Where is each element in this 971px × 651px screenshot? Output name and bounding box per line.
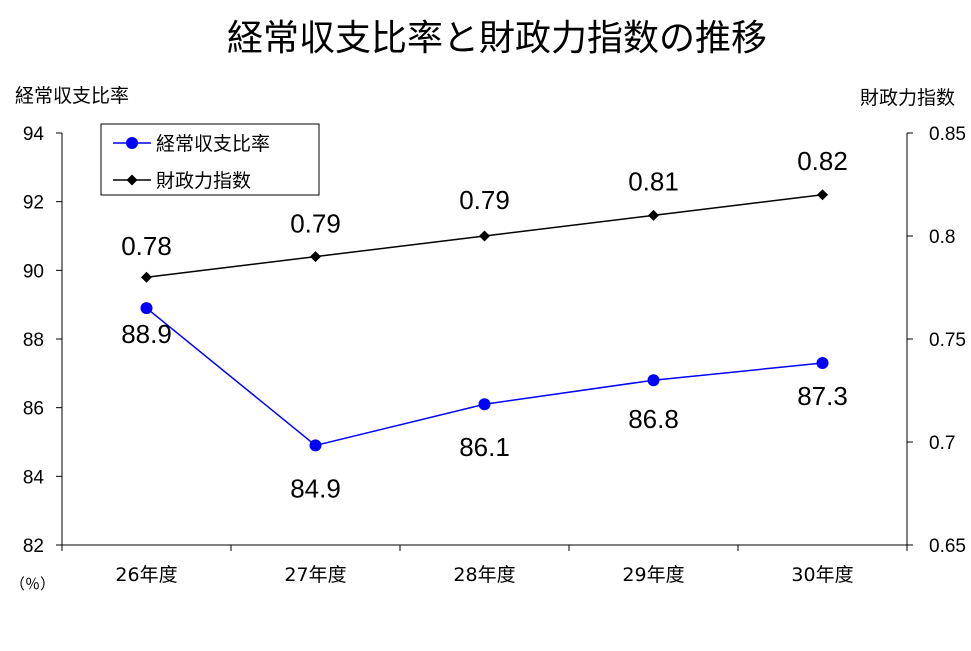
data-point bbox=[648, 209, 659, 221]
data-label: 0.79 bbox=[290, 209, 341, 239]
x-category-label: 27年度 bbox=[284, 564, 346, 586]
left-tick-label: 88 bbox=[23, 330, 44, 351]
data-label: 0.82 bbox=[797, 146, 848, 176]
data-point bbox=[141, 271, 152, 283]
data-label: 0.78 bbox=[121, 231, 172, 261]
left-tick-label: 94 bbox=[23, 124, 45, 145]
data-point bbox=[140, 302, 153, 315]
left-tick-label: 92 bbox=[23, 193, 44, 214]
right-tick-label: 0.8 bbox=[929, 227, 955, 248]
series-layer bbox=[140, 189, 829, 452]
data-point bbox=[647, 374, 660, 387]
right-tick-label: 0.75 bbox=[929, 330, 966, 351]
right-tick-label: 0.65 bbox=[929, 536, 966, 557]
right-tick-label: 0.7 bbox=[929, 433, 955, 454]
data-label: 86.8 bbox=[628, 404, 679, 434]
data-point bbox=[310, 251, 321, 263]
left-tick-label: 90 bbox=[23, 261, 44, 282]
legend-label: 財政力指数 bbox=[156, 170, 251, 192]
right-axis-title: 財政力指数 bbox=[860, 87, 955, 109]
x-category-label: 30年度 bbox=[791, 564, 853, 586]
left-tick-label: 84 bbox=[23, 467, 45, 488]
chart-title: 経常収支比率と財政力指数の推移 bbox=[227, 18, 767, 59]
legend-box bbox=[100, 123, 320, 196]
data-label: 86.1 bbox=[459, 432, 510, 462]
data-label: 0.81 bbox=[628, 166, 679, 196]
data-labels: 88.9 84.9 86.1 86.8 87.3 0.78 0.79 0.79 0.81 0.82 bbox=[121, 146, 848, 504]
legend-marker bbox=[126, 174, 138, 186]
x-category-label: 28年度 bbox=[453, 564, 515, 586]
data-label: 84.9 bbox=[290, 473, 341, 503]
data-point bbox=[479, 230, 490, 242]
data-point bbox=[478, 398, 491, 411]
x-category-label: 29年度 bbox=[622, 564, 684, 586]
series-line bbox=[146, 307, 823, 447]
left-tick-label: 82 bbox=[23, 536, 44, 557]
data-point bbox=[309, 439, 322, 452]
axes: 82 84 86 88 90 92 94 0.65 0.7 0.75 0.8 0.85 26年度 27年度… bbox=[23, 124, 966, 586]
x-category-label: 26年度 bbox=[115, 564, 177, 586]
data-label: 87.3 bbox=[797, 381, 848, 411]
legend-marker bbox=[126, 137, 138, 149]
legend-label: 経常収支比率 bbox=[156, 133, 270, 155]
left-axis-title: 経常収支比率 bbox=[15, 85, 129, 107]
data-point bbox=[816, 357, 829, 370]
left-tick-label: 86 bbox=[23, 399, 44, 420]
right-tick-label: 0.85 bbox=[929, 124, 966, 145]
data-point bbox=[817, 189, 828, 201]
data-label: 0.79 bbox=[459, 185, 510, 215]
left-axis-unit: （％） bbox=[10, 575, 55, 593]
data-label: 88.9 bbox=[121, 319, 172, 349]
